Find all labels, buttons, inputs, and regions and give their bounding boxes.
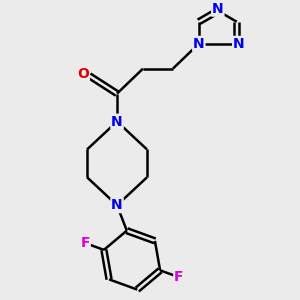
- Text: F: F: [80, 236, 90, 250]
- Text: F: F: [174, 270, 184, 284]
- Text: N: N: [111, 115, 123, 128]
- Text: N: N: [212, 2, 224, 16]
- Text: O: O: [77, 67, 89, 81]
- Text: N: N: [233, 37, 244, 51]
- Text: N: N: [193, 37, 205, 51]
- Text: N: N: [111, 198, 123, 212]
